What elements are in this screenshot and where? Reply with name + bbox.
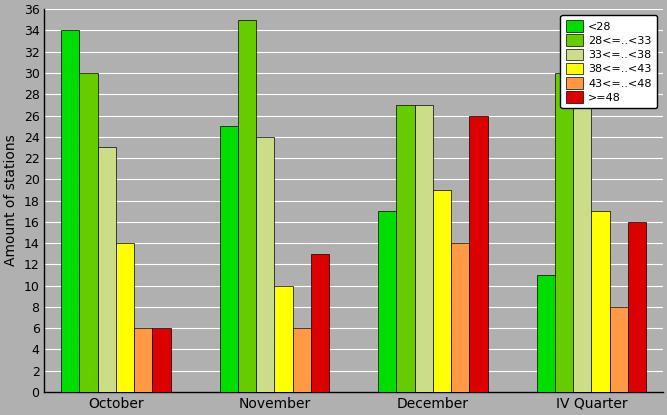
Bar <box>134 328 152 392</box>
Bar <box>592 211 610 392</box>
Bar <box>537 275 555 392</box>
Bar <box>293 328 311 392</box>
Bar <box>470 115 488 392</box>
Bar <box>116 243 134 392</box>
Bar <box>378 211 396 392</box>
Bar <box>238 20 256 392</box>
Bar <box>555 73 573 392</box>
Bar <box>274 286 293 392</box>
Bar <box>256 137 274 392</box>
Legend: <28, 28<=..<33, 33<=..<38, 38<=..<43, 43<=..<48, >=48: <28, 28<=..<33, 33<=..<38, 38<=..<43, 43… <box>560 15 657 108</box>
Bar <box>79 73 97 392</box>
Bar <box>610 307 628 392</box>
Bar <box>573 52 592 392</box>
Bar <box>451 243 470 392</box>
Bar <box>311 254 329 392</box>
Bar <box>433 190 451 392</box>
Y-axis label: Amount of stations: Amount of stations <box>4 135 18 266</box>
Bar <box>61 30 79 392</box>
Bar <box>97 147 116 392</box>
Bar <box>628 222 646 392</box>
Bar <box>415 105 433 392</box>
Bar <box>152 328 171 392</box>
Bar <box>219 126 238 392</box>
Bar <box>396 105 415 392</box>
